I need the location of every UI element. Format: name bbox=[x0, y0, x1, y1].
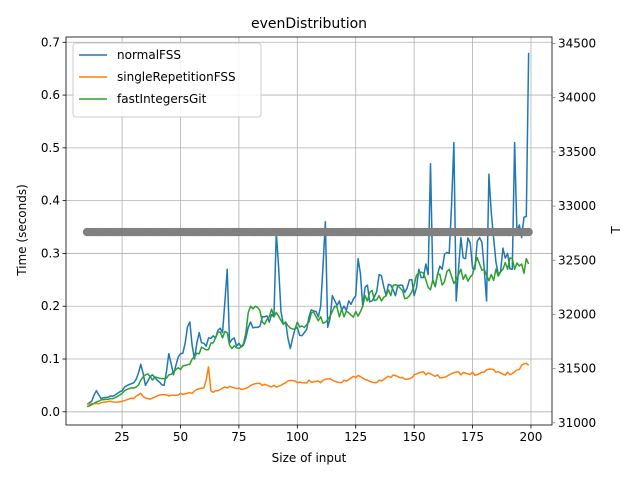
y2-tick-label: 32000 bbox=[558, 307, 596, 321]
y-tick-label: 0.0 bbox=[41, 405, 60, 419]
point-t bbox=[524, 227, 533, 237]
y2-tick-label: 34000 bbox=[558, 91, 596, 105]
y2-tick-label: 33000 bbox=[558, 199, 596, 213]
y2-tick-label: 31000 bbox=[558, 416, 596, 430]
x-tick-label: 50 bbox=[173, 430, 188, 444]
y2-tick-label: 31500 bbox=[558, 362, 596, 376]
legend-box bbox=[72, 42, 262, 118]
x-tick-label: 150 bbox=[403, 430, 426, 444]
legend-label-normalfss: normalFSS bbox=[117, 48, 181, 62]
ticks-layer: 25 50 75 100 125 150 175 200 0.0 0.1 0.2 0.3 0.4 0.5 0… bbox=[41, 35, 596, 444]
x-tick-label: 125 bbox=[344, 430, 367, 444]
y-tick-label: 0.2 bbox=[41, 299, 60, 313]
y2-tick-label: 34500 bbox=[558, 37, 596, 51]
y-tick-label: 0.1 bbox=[41, 352, 60, 366]
x-tick-label: 175 bbox=[461, 430, 484, 444]
y-tick-label: 0.7 bbox=[41, 35, 60, 49]
line-singlerepetitionfss bbox=[86, 362, 530, 405]
y2-axis-label: T bbox=[609, 226, 623, 235]
x-tick-label: 100 bbox=[286, 430, 309, 444]
legend-label-singlerepetitionfss: singleRepetitionFSS bbox=[117, 70, 236, 84]
legend: normalFSS singleRepetitionFSS fastIntegers… bbox=[72, 42, 262, 118]
series-t bbox=[82, 227, 533, 237]
y2-tick-label: 33500 bbox=[558, 145, 596, 159]
x-tick-label: 75 bbox=[231, 430, 246, 444]
chart-title: evenDistribution bbox=[251, 16, 367, 32]
series-layer bbox=[82, 52, 533, 408]
plot-frame bbox=[65, 36, 553, 426]
x-tick-label: 25 bbox=[114, 430, 129, 444]
y-tick-label: 0.3 bbox=[41, 246, 60, 260]
legend-label-fastintegersgit: fastIntegersGit bbox=[117, 92, 207, 106]
x-axis-label: Size of input bbox=[272, 451, 347, 465]
y2-tick-label: 32500 bbox=[558, 253, 596, 267]
y-axis-label: Time (seconds) bbox=[15, 184, 29, 277]
y-tick-label: 0.6 bbox=[41, 88, 60, 102]
line-fastintegersgit bbox=[86, 256, 530, 408]
x-tick-label: 200 bbox=[520, 430, 543, 444]
y-tick-label: 0.5 bbox=[41, 141, 60, 155]
y-tick-label: 0.4 bbox=[41, 194, 60, 208]
